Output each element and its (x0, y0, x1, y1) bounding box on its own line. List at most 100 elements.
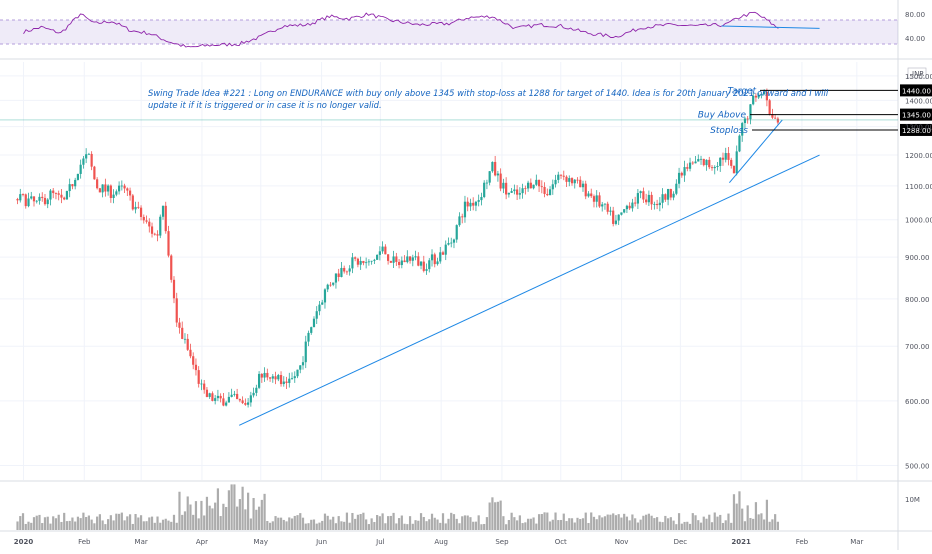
candle-body (312, 318, 316, 328)
volume-bar (381, 513, 384, 530)
volume-bar (318, 522, 321, 530)
candle-body (123, 185, 126, 189)
volume-bar (513, 517, 516, 530)
volume-bar (236, 506, 239, 530)
volume-bar (752, 518, 755, 530)
volume-bar (647, 513, 650, 530)
volume-bar (123, 520, 126, 530)
volume-bar (194, 501, 198, 530)
candle-body (474, 201, 478, 206)
candle-body (21, 194, 25, 195)
volume-bar (631, 514, 634, 530)
time-tick-label: Oct (555, 538, 567, 546)
volume-bar (150, 516, 154, 530)
candle-body (653, 203, 656, 205)
volume-bar (315, 523, 318, 530)
level-label: Stoploss (710, 126, 748, 136)
volume-bar (384, 523, 387, 530)
volume-bar (211, 508, 214, 530)
volume-bar (310, 519, 313, 530)
volume-bar (117, 513, 121, 530)
volume-bar (74, 521, 77, 530)
candle-body (452, 239, 456, 243)
volume-bar (433, 517, 436, 530)
candle-body (603, 203, 607, 205)
candle-body (499, 173, 502, 189)
candle-body (598, 195, 601, 207)
volume-bar (716, 516, 719, 530)
volume-bar (548, 521, 552, 530)
candle-body (76, 173, 80, 180)
volume-bar (203, 515, 206, 530)
volume-bar (68, 520, 71, 530)
volume-bar (691, 513, 694, 530)
candle-body (214, 398, 217, 401)
candle-body (282, 381, 285, 385)
volume-bar (183, 511, 187, 530)
volume-bar (247, 492, 250, 530)
volume-bar (400, 515, 403, 530)
volume-bar (87, 515, 90, 530)
candle-body (351, 257, 354, 269)
volume-bar (343, 521, 346, 530)
volume-bar (170, 521, 173, 530)
time-tick-label: Apr (196, 538, 208, 546)
candle-body (392, 256, 395, 263)
volume-bar (395, 523, 398, 530)
candle-body (757, 94, 760, 98)
candle-body (694, 161, 697, 164)
volume-bar (172, 514, 176, 530)
volume-bar (49, 523, 52, 530)
volume-bar (175, 522, 178, 530)
candle-body (376, 254, 379, 260)
volume-bar (63, 512, 66, 530)
candle-body (359, 260, 362, 265)
candle-body (562, 175, 565, 177)
volume-bar (57, 514, 60, 530)
volume-bar (30, 522, 33, 530)
volume-bar (735, 503, 738, 530)
volume-bar (257, 506, 261, 530)
candle-body (41, 196, 44, 198)
candle-body (323, 289, 327, 303)
candle-body (117, 185, 121, 192)
volume-bar (216, 488, 220, 530)
volume-bar (576, 517, 579, 530)
candle-body (776, 118, 779, 123)
volume-bar (233, 484, 236, 530)
volume-bar (274, 516, 277, 530)
volume-bar (768, 521, 771, 530)
time-tick-label: Feb (796, 538, 809, 546)
candle-body (708, 159, 711, 168)
volume-bar (288, 517, 291, 530)
volume-bar (241, 486, 244, 530)
candle-body (628, 205, 631, 209)
volume-bar (24, 523, 27, 530)
grid (0, 62, 898, 480)
volume-bar (628, 520, 631, 530)
candle-body (279, 375, 283, 385)
volume-bar (587, 523, 590, 530)
volume-bar (186, 496, 189, 530)
candle-body (683, 167, 686, 176)
volume-bar (570, 518, 574, 530)
candle-body (35, 200, 38, 202)
candle-body (189, 349, 192, 357)
candle-body (345, 271, 349, 273)
candle-body (255, 387, 258, 393)
trendlines (238, 119, 820, 426)
volume-bar (134, 513, 137, 530)
volume-bar (639, 519, 642, 530)
candle-body (524, 188, 527, 190)
candle-body (494, 161, 497, 176)
candle-body (128, 190, 132, 196)
candle-body (208, 393, 211, 397)
candle-body (746, 118, 749, 120)
candle-body (551, 184, 554, 190)
price-tick-label: 700.00 (905, 343, 930, 351)
candle-body (107, 185, 110, 192)
volume-bar (760, 513, 763, 530)
volume-bar (666, 518, 670, 530)
